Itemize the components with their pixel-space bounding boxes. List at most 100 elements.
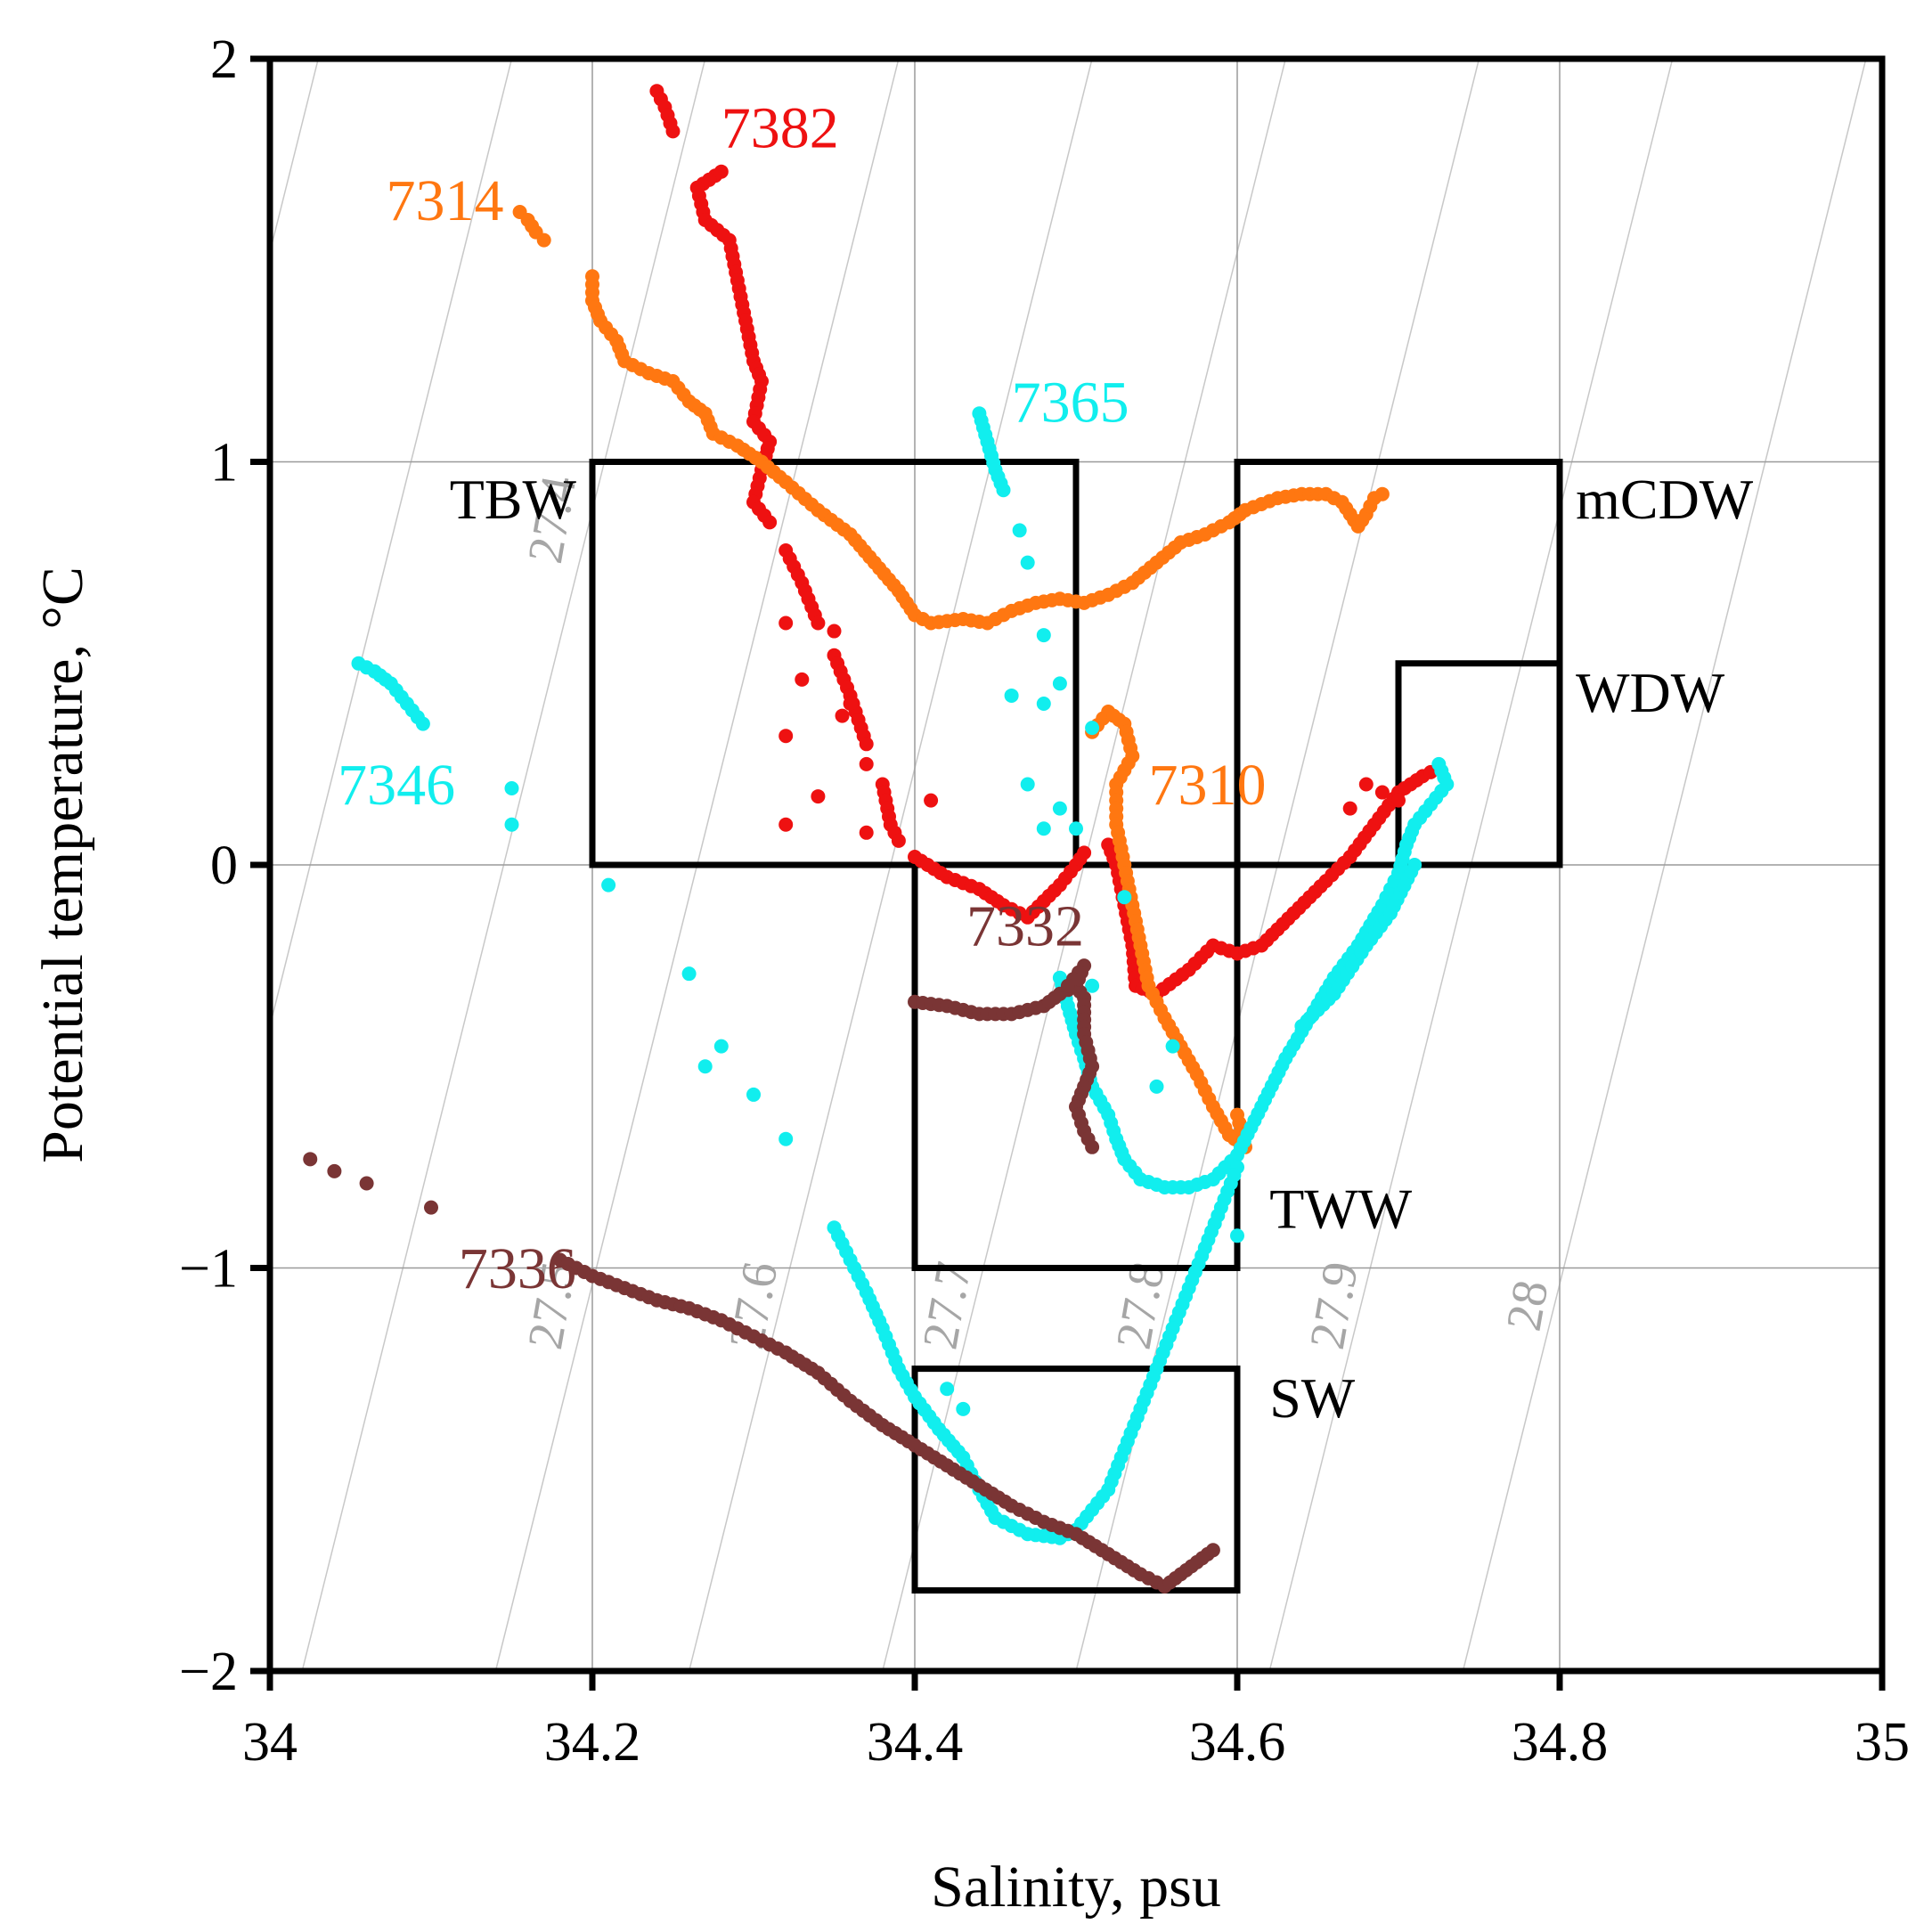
data-point: [713, 1039, 729, 1054]
data-point: [843, 697, 858, 711]
data-point: [924, 793, 939, 808]
data-point: [1020, 777, 1035, 792]
water-mass-box-wdw: [1395, 660, 1563, 868]
data-point: [1230, 1228, 1244, 1243]
data-point: [779, 1131, 794, 1146]
data-point: [859, 756, 874, 771]
data-point: [601, 877, 616, 893]
y-tick-label: −1: [179, 1239, 238, 1300]
data-point: [779, 817, 794, 832]
data-point: [1004, 688, 1019, 703]
data-point: [1036, 821, 1051, 836]
data-point: [504, 781, 519, 796]
data-point: [940, 1382, 955, 1397]
data-point: [1117, 890, 1132, 905]
data-point: [859, 825, 874, 840]
station-label-7310: 7310: [1148, 753, 1266, 818]
data-point: [1085, 1139, 1100, 1154]
station-labels: 7382 7314 7365 7346 7310 7332 7336: [338, 96, 1266, 1302]
isopycnal-label: 27.7: [913, 1258, 982, 1353]
data-point: [1052, 676, 1067, 691]
station-series: [303, 84, 1455, 1594]
x-tick-label: 34.2: [544, 1712, 641, 1773]
data-point: [1391, 793, 1406, 808]
data-point: [1374, 785, 1390, 800]
data-point: [1149, 1079, 1164, 1094]
station-label-7346: 7346: [338, 753, 455, 818]
x-tick-label: 35: [1855, 1712, 1910, 1773]
data-point: [835, 708, 850, 723]
data-point: [746, 1087, 761, 1102]
data-point: [1060, 978, 1075, 993]
data-point: [1165, 1039, 1180, 1054]
data-point: [1069, 821, 1083, 836]
data-point: [1407, 858, 1423, 872]
series-7314: [512, 205, 1390, 1154]
series-7336: [303, 1152, 1220, 1594]
station-label-7314: 7314: [386, 168, 503, 233]
data-point: [779, 729, 794, 744]
x-tick-label: 34.4: [867, 1712, 964, 1773]
data-point: [1085, 721, 1100, 736]
data-point: [827, 624, 842, 639]
data-point: [859, 737, 874, 752]
data-point: [1020, 555, 1035, 570]
data-point: [1077, 845, 1092, 860]
data-point: [1205, 1543, 1220, 1558]
data-point: [681, 966, 697, 982]
data-point: [1431, 756, 1447, 771]
isopycnal-label: 27.9: [1300, 1258, 1369, 1353]
data-point: [1342, 801, 1357, 816]
y-tick-label: 2: [210, 29, 238, 90]
data-point: [1230, 1107, 1244, 1122]
water-mass-labels: TBW mCDW WDW TWW SW: [450, 468, 1754, 1430]
data-point: [536, 232, 551, 248]
water-mass-box-tbw: [589, 459, 1080, 868]
data-point: [359, 1176, 374, 1191]
x-tick-label: 34.8: [1512, 1712, 1609, 1773]
data-point: [1358, 777, 1374, 792]
y-axis-title: Potential temperature, °C: [30, 567, 95, 1163]
water-mass-label-wdw: WDW: [1576, 661, 1725, 724]
data-point: [956, 1401, 971, 1416]
data-point: [303, 1152, 318, 1167]
data-point: [415, 716, 430, 731]
station-label-7336: 7336: [459, 1236, 576, 1301]
data-point: [996, 483, 1011, 498]
data-point: [811, 789, 826, 804]
data-point: [424, 1200, 438, 1215]
isopycnal-label: 28: [1496, 1276, 1560, 1335]
series-7365: [601, 406, 1455, 1545]
water-mass-label-tbw: TBW: [450, 468, 577, 531]
data-point: [504, 817, 519, 832]
data-point: [1052, 801, 1067, 816]
data-point: [795, 672, 810, 687]
data-point: [827, 1220, 842, 1235]
data-point: [811, 615, 826, 631]
station-label-7332: 7332: [966, 894, 1084, 959]
y-tick-label: 1: [210, 433, 238, 493]
data-point: [1012, 523, 1027, 538]
water-mass-label-sw: SW: [1269, 1366, 1356, 1430]
water-mass-label-mcdw: mCDW: [1576, 468, 1754, 531]
y-tick-label: 0: [210, 836, 238, 896]
data-point: [665, 124, 681, 139]
x-axis-title: Salinity, psu: [931, 1855, 1221, 1920]
water-mass-box-sw: [911, 1365, 1241, 1594]
water-mass-boxes: [589, 459, 1563, 1594]
water-mass-label-tww: TWW: [1269, 1177, 1413, 1240]
axis-ticks: 34 34.2 34.4 34.6 34.8 35 2 1 0 −1 −2: [179, 29, 1910, 1773]
data-point: [327, 1163, 342, 1178]
station-label-7382: 7382: [721, 96, 839, 161]
y-tick-label: −2: [179, 1642, 238, 1702]
x-tick-label: 34.6: [1189, 1712, 1286, 1773]
series-7346: [351, 656, 519, 832]
x-tick-label: 34: [242, 1712, 298, 1773]
data-point: [1036, 697, 1051, 711]
data-point: [891, 833, 906, 848]
data-point: [1374, 486, 1390, 501]
series-7332: [908, 958, 1100, 1154]
data-point: [1036, 628, 1051, 643]
station-label-7365: 7365: [1012, 370, 1129, 435]
data-point: [697, 1059, 713, 1074]
